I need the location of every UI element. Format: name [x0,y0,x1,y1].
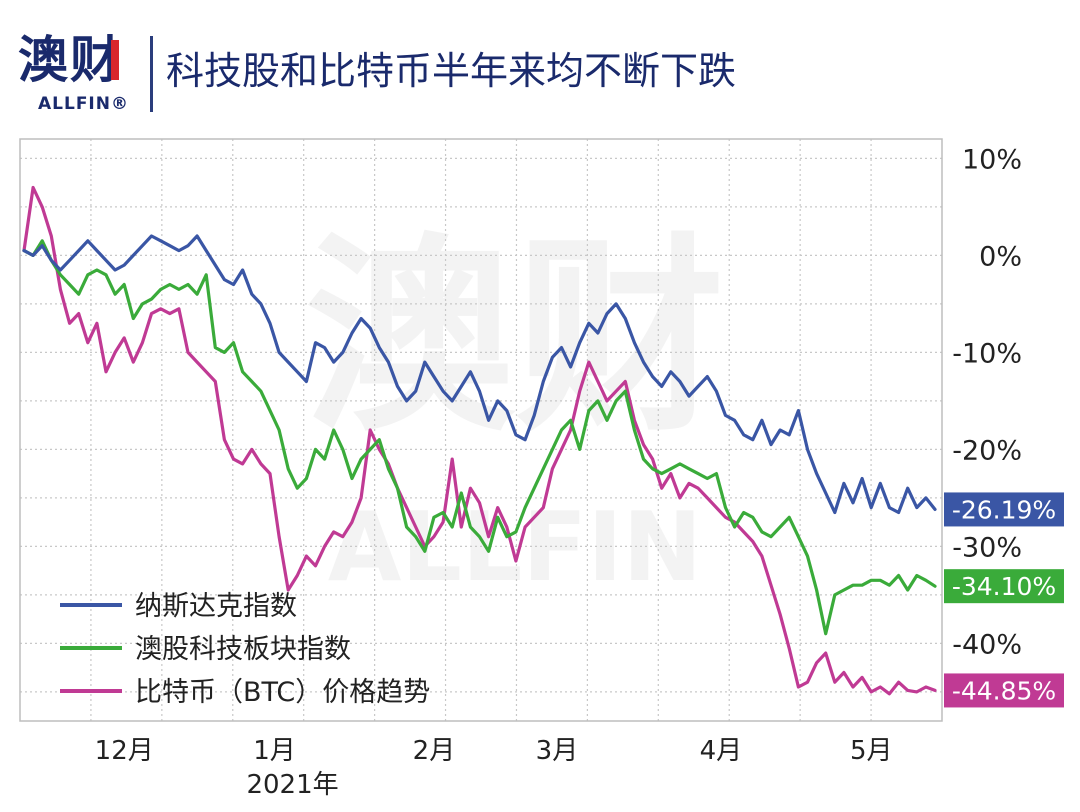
end-value-labels: -26.19% -34.10% -44.85% [944,492,1064,708]
x-axis-year-label: 2021年 [246,770,338,800]
y-tick-label: 0% [979,241,1022,272]
y-tick-label: 10% [962,144,1022,175]
end-label-box [944,673,1064,708]
page-title: 科技股和比特币半年来均不断下跌 [166,49,737,93]
x-tick-label: 3月 [536,736,579,766]
legend-label: 纳斯达克指数 [135,591,297,622]
logo-accent-bar [111,40,119,80]
x-tick-label: 4月 [700,736,743,766]
x-tick-label: 1月 [253,736,296,766]
watermark-subtext: ALLFIN [328,493,702,603]
legend-label: 澳股科技板块指数 [135,634,351,665]
series-line [22,185,937,696]
y-tick-label: -30% [952,532,1022,563]
series-line [22,234,937,515]
end-label-box [944,569,1064,604]
plot-frame [19,138,943,722]
logo-subtext: ALLFIN® [38,94,129,114]
end-label-text: -34.10% [952,572,1056,601]
x-axis-tick-labels: 12月 1月 2月 3月 4月 5月 2021年 [95,736,893,800]
x-tick-label: 2月 [413,736,456,766]
watermark: 澳财 ALLFIN [305,215,725,603]
header-divider [150,36,153,112]
end-label-text: -44.85% [952,676,1056,705]
end-label-text: -26.19% [952,495,1056,524]
y-tick-label: -40% [952,629,1022,660]
y-tick-label: -20% [952,435,1022,466]
legend-label: 比特币（BTC）价格趋势 [135,677,430,708]
brand-logo: 澳财 ALLFIN® [18,30,143,120]
end-label-box [944,492,1064,527]
x-tick-label: 12月 [95,736,154,766]
series-line [22,239,937,636]
y-axis-tick-labels: 10% 0% -10% -20% -30% -40% [952,144,1022,660]
y-tick-label: -10% [952,338,1022,369]
watermark-text: 澳财 [305,215,725,460]
series-lines [22,185,937,696]
logo-text: 澳财 [18,31,122,89]
x-tick-label: 5月 [850,736,893,766]
chart-grid [20,139,942,721]
